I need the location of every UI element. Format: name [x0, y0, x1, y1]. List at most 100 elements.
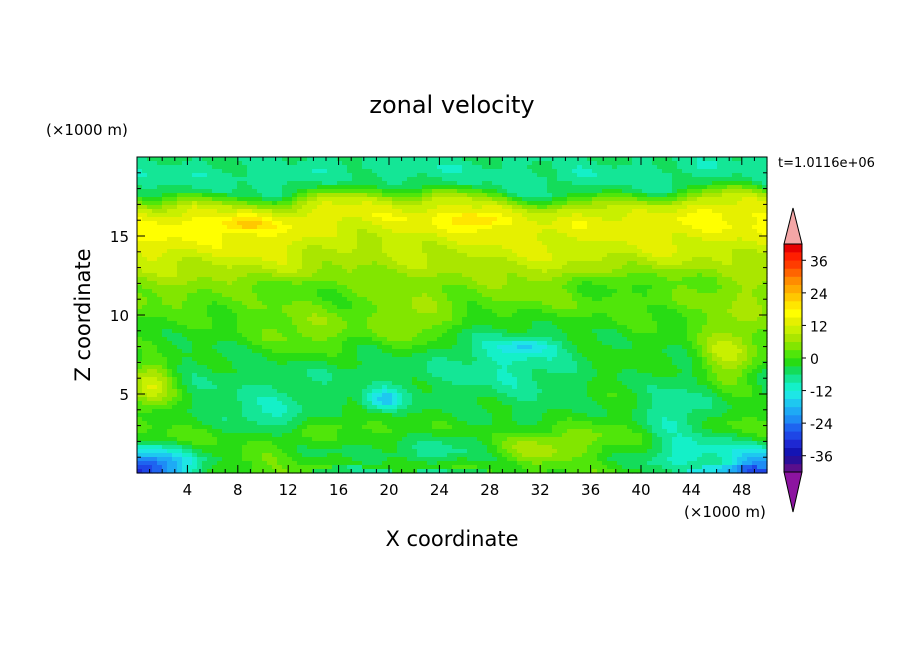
field-cell: [277, 305, 283, 310]
field-cell: [662, 197, 668, 202]
field-cell: [732, 293, 738, 298]
field-cell: [532, 209, 538, 214]
field-cell: [332, 229, 338, 234]
field-cell: [147, 161, 153, 166]
field-cell: [177, 189, 183, 194]
field-cell: [267, 273, 273, 278]
field-cell: [207, 269, 213, 274]
field-cell: [352, 301, 358, 306]
field-cell: [272, 257, 278, 262]
field-cell: [197, 253, 203, 258]
field-cell: [172, 245, 178, 250]
field-cell: [282, 217, 288, 222]
field-cell: [232, 161, 238, 166]
field-cell: [182, 193, 188, 198]
field-cell: [532, 261, 538, 266]
field-cell: [512, 249, 518, 254]
field-cell: [657, 297, 663, 302]
field-cell: [307, 301, 313, 306]
field-cell: [377, 161, 383, 166]
field-cell: [242, 205, 248, 210]
field-cell: [527, 165, 533, 170]
field-cell: [532, 269, 538, 274]
field-cell: [232, 253, 238, 258]
field-cell: [622, 221, 628, 226]
field-cell: [727, 309, 733, 314]
field-cell: [352, 241, 358, 246]
field-cell: [547, 213, 553, 218]
field-cell: [207, 293, 213, 298]
field-cell: [457, 305, 463, 310]
field-cell: [497, 273, 503, 278]
field-cell: [347, 221, 353, 226]
field-cell: [142, 229, 148, 234]
field-cell: [372, 201, 378, 206]
field-cell: [687, 233, 693, 238]
field-cell: [152, 185, 158, 190]
field-cell: [622, 269, 628, 274]
field-cell: [472, 301, 478, 306]
field-cell: [402, 233, 408, 238]
field-cell: [247, 209, 253, 214]
field-cell: [457, 169, 463, 174]
field-cell: [367, 301, 373, 306]
field-cell: [527, 305, 533, 310]
field-cell: [707, 273, 713, 278]
field-cell: [197, 229, 203, 234]
field-cell: [387, 297, 393, 302]
field-cell: [462, 173, 468, 178]
field-cell: [142, 161, 148, 166]
field-cell: [702, 273, 708, 278]
field-cell: [252, 285, 258, 290]
field-cell: [157, 201, 163, 206]
field-cell: [237, 205, 243, 210]
field-cell: [697, 253, 703, 258]
field-cell: [657, 161, 663, 166]
field-cell: [502, 189, 508, 194]
field-cell: [682, 161, 688, 166]
field-cell: [327, 269, 333, 274]
field-cell: [142, 209, 148, 214]
field-cell: [397, 277, 403, 282]
field-cell: [297, 201, 303, 206]
field-cell: [437, 177, 443, 182]
field-cell: [262, 273, 268, 278]
field-cell: [372, 229, 378, 234]
field-cell: [682, 261, 688, 266]
field-cell: [562, 261, 568, 266]
field-cell: [177, 245, 183, 250]
field-cell: [592, 241, 598, 246]
field-cell: [667, 301, 673, 306]
field-cell: [372, 249, 378, 254]
field-cell: [697, 257, 703, 262]
field-cell: [357, 269, 363, 274]
field-cell: [332, 253, 338, 258]
field-cell: [282, 245, 288, 250]
field-cell: [157, 293, 163, 298]
field-cell: [317, 289, 323, 294]
field-cell: [562, 217, 568, 222]
field-cell: [562, 305, 568, 310]
field-cell: [467, 297, 473, 302]
field-cell: [427, 193, 433, 198]
field-cell: [542, 221, 548, 226]
field-cell: [167, 221, 173, 226]
field-cell: [157, 193, 163, 198]
field-cell: [227, 161, 233, 166]
field-cell: [552, 309, 558, 314]
field-cell: [467, 197, 473, 202]
field-cell: [752, 269, 758, 274]
field-cell: [427, 269, 433, 274]
field-cell: [442, 277, 448, 282]
field-cell: [162, 181, 168, 186]
field-cell: [442, 241, 448, 246]
field-cell: [637, 241, 643, 246]
field-cell: [157, 197, 163, 202]
field-cell: [617, 225, 623, 230]
field-cell: [602, 277, 608, 282]
field-cell: [547, 301, 553, 306]
field-cell: [342, 261, 348, 266]
field-cell: [557, 157, 563, 162]
field-cell: [742, 161, 748, 166]
field-cell: [712, 189, 718, 194]
